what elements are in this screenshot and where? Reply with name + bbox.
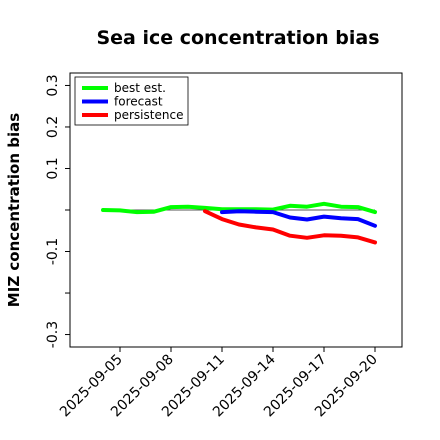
y-tick-label: 0.2 [45, 116, 61, 138]
y-axis-label: MIZ concentration bias [5, 113, 23, 307]
y-tick-label: 0.3 [45, 74, 61, 96]
series-line-forecast [220, 209, 377, 228]
chart-title: Sea ice concentration bias [96, 27, 379, 49]
series-lines [101, 201, 377, 245]
y-tick-label: -0.3 [45, 321, 61, 348]
y-tick-label: -0.1 [45, 238, 61, 265]
series-line-persistence [203, 209, 377, 245]
legend-entry: forecast [114, 95, 163, 109]
y-tick-label: 0.1 [45, 157, 61, 179]
series-line-best-est [101, 201, 377, 215]
legend-entry: persistence [114, 108, 183, 122]
legend-entry: best est. [114, 81, 166, 95]
axis-ticks: -0.3-0.10.10.20.32025-09-052025-09-08202… [45, 74, 381, 420]
